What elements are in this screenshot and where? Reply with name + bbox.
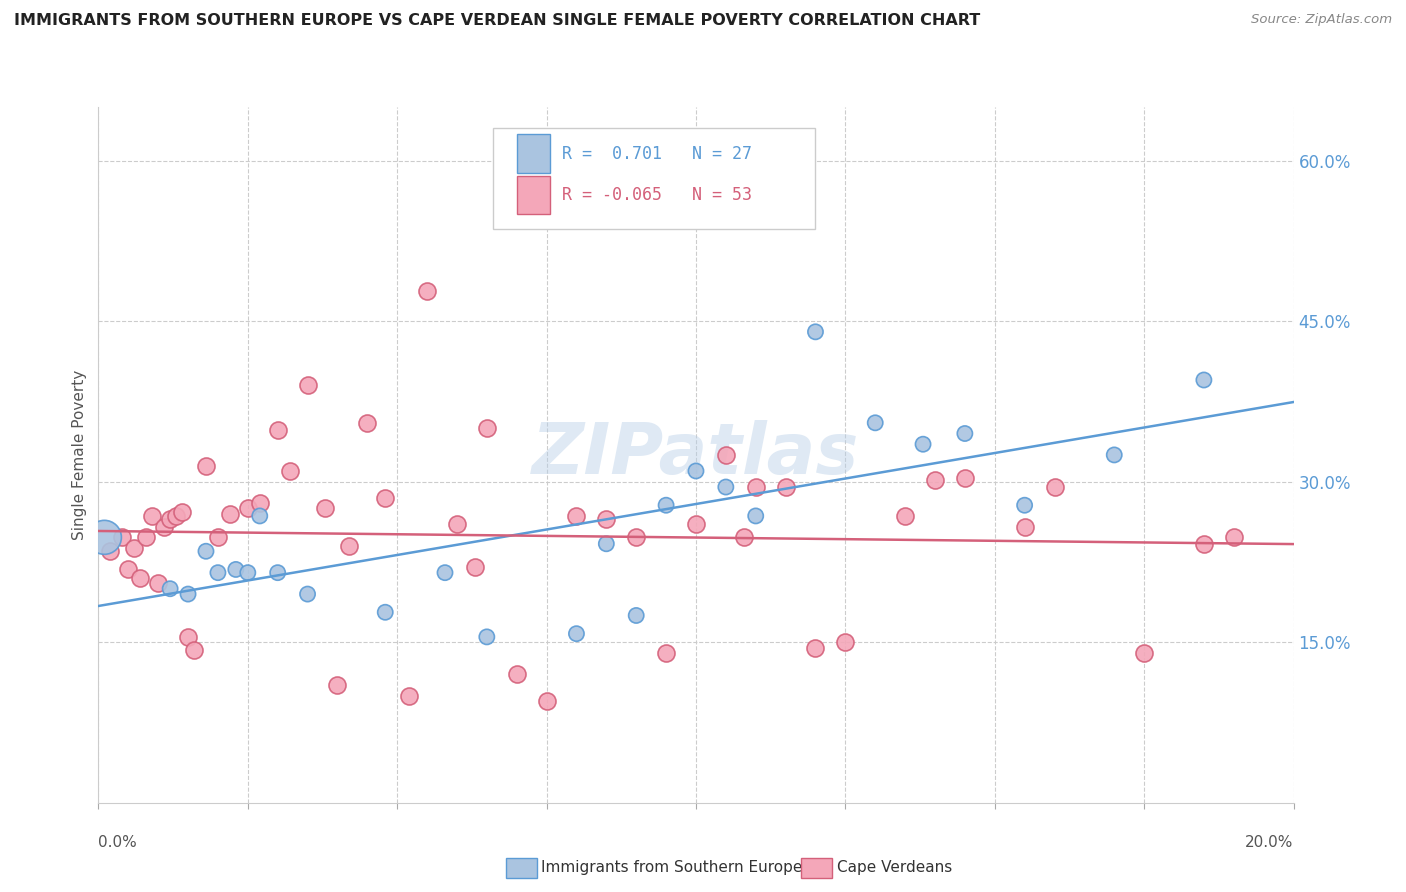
Point [464,560,486,574]
Point [177,587,200,601]
Point [1192,373,1215,387]
Point [865,416,887,430]
Point [733,530,755,544]
Point [714,480,737,494]
Point [236,501,259,516]
Text: Source: ZipAtlas.com: Source: ZipAtlas.com [1251,13,1392,27]
Text: IMMIGRANTS FROM SOUTHERN EUROPE VS CAPE VERDEAN SINGLE FEMALE POVERTY CORRELATIO: IMMIGRANTS FROM SOUTHERN EUROPE VS CAPE … [14,13,980,29]
Point [153,519,176,533]
Point [595,537,617,551]
Point [595,512,617,526]
Point [297,378,319,392]
Point [267,566,290,580]
Point [953,471,976,485]
Text: 0.0%: 0.0% [98,836,138,850]
Point [207,566,229,580]
Point [236,566,259,580]
Point [278,464,301,478]
Point [1014,498,1036,512]
Point [912,437,935,451]
Point [685,464,707,478]
Point [315,501,337,516]
Point [93,530,115,544]
Point [135,530,157,544]
Point [267,423,290,437]
Point [714,448,737,462]
Point [506,667,529,681]
Point [374,605,396,619]
Point [374,491,396,505]
Point [775,480,797,494]
Point [249,508,271,523]
Point [745,508,768,523]
Point [111,530,134,544]
Point [339,539,360,553]
Point [225,562,247,576]
Text: R =  0.701   N = 27: R = 0.701 N = 27 [562,145,752,162]
Point [249,496,271,510]
Point [745,480,768,494]
Point [1043,480,1066,494]
Point [148,576,170,591]
Point [655,646,678,660]
Point [685,517,707,532]
Y-axis label: Single Female Poverty: Single Female Poverty [72,370,87,540]
Point [172,505,194,519]
Point [416,284,439,298]
Point [1223,530,1246,544]
Text: R = -0.065   N = 53: R = -0.065 N = 53 [562,186,752,204]
Point [834,635,856,649]
Point [219,507,242,521]
Point [141,508,163,523]
FancyBboxPatch shape [517,135,550,173]
Point [924,473,946,487]
Point [129,571,152,585]
Text: Cape Verdeans: Cape Verdeans [837,860,952,874]
Point [1014,519,1036,533]
Point [894,508,917,523]
Point [953,426,976,441]
Point [475,421,498,435]
Point [804,325,827,339]
Point [159,582,181,596]
Point [177,630,200,644]
Text: 20.0%: 20.0% [1246,836,1294,850]
Point [475,630,498,644]
Point [117,562,139,576]
Point [326,678,349,692]
FancyBboxPatch shape [517,176,550,214]
Point [446,517,468,532]
Point [536,694,558,708]
Point [207,530,229,544]
Point [159,512,181,526]
Point [297,587,319,601]
Point [1192,537,1215,551]
Point [124,541,146,555]
Point [398,689,420,703]
Point [1104,448,1126,462]
Point [1133,646,1156,660]
Point [565,508,588,523]
Point [195,544,218,558]
Point [626,608,648,623]
FancyBboxPatch shape [494,128,815,229]
Point [165,508,187,523]
Point [804,640,827,655]
Text: ZIPatlas: ZIPatlas [533,420,859,490]
Point [183,642,205,657]
Point [626,530,648,544]
Text: Immigrants from Southern Europe: Immigrants from Southern Europe [541,860,803,874]
Point [356,416,378,430]
Point [434,566,457,580]
Point [565,626,588,640]
Point [100,544,122,558]
Point [195,458,218,473]
Point [655,498,678,512]
